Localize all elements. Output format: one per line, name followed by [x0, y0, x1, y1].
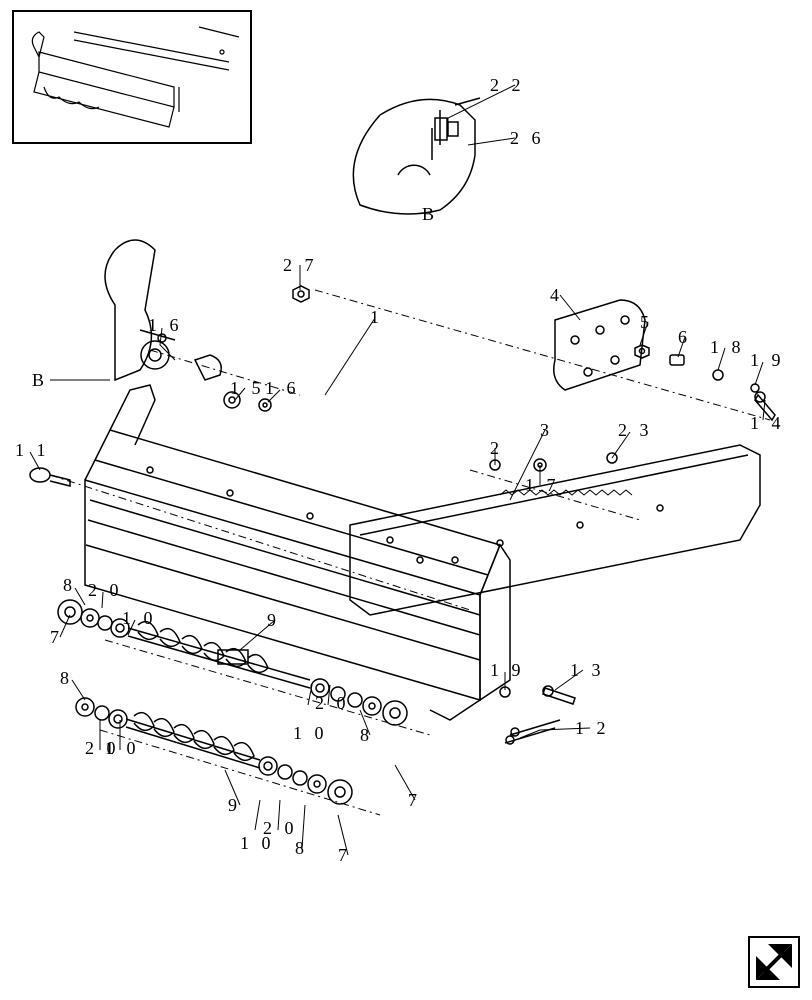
- label-20_a: 2 0: [88, 580, 123, 601]
- label-5: 5: [640, 312, 649, 333]
- label-2: 2: [490, 438, 499, 459]
- label-7_b: 7: [338, 845, 347, 866]
- main-drawing: [0, 0, 812, 1000]
- label-23: 2 3: [618, 420, 653, 441]
- label-B_top: B: [422, 204, 434, 225]
- label-1: 1: [370, 307, 379, 328]
- label-10_a: 1 0: [122, 608, 157, 629]
- label-11: 1 1: [15, 440, 50, 461]
- label-14: 1 4: [750, 413, 785, 434]
- label-19_t: 1 9: [750, 350, 785, 371]
- label-4: 4: [550, 285, 559, 306]
- bottom-right-fasteners: [500, 686, 575, 744]
- label-27: 2 7: [283, 255, 318, 276]
- label-13: 1 3: [570, 660, 605, 681]
- label-15: 1 5: [230, 378, 265, 399]
- label-19_b: 1 9: [490, 660, 525, 681]
- label-6: 6: [678, 327, 687, 348]
- label-8_r: 8: [360, 725, 369, 746]
- label-26: 2 6: [510, 128, 545, 149]
- label-B_side: B: [32, 370, 44, 391]
- auger-upper: [58, 600, 407, 725]
- label-17: 1 7: [525, 475, 560, 496]
- label-8_b: 8: [295, 838, 304, 859]
- label-16_a: 1 6: [148, 315, 183, 336]
- part-27: [293, 286, 309, 302]
- label-9_b: 9: [228, 795, 237, 816]
- label-3: 3: [540, 420, 549, 441]
- label-20_c: 2 0: [315, 693, 350, 714]
- part-11: [30, 468, 70, 486]
- part-3-blade: [350, 445, 760, 615]
- label-16_b: 1 6: [265, 378, 300, 399]
- zoom-icon[interactable]: [748, 936, 800, 988]
- label-9_t: 9: [267, 610, 276, 631]
- label-8_l: 8: [63, 575, 72, 596]
- label-7_l: 7: [50, 627, 59, 648]
- part-4: [554, 300, 645, 390]
- label-22: 2 2: [490, 75, 525, 96]
- label-18: 1 8: [710, 337, 745, 358]
- part-1-main-pan: [85, 240, 510, 720]
- label-8_m: 8: [60, 668, 69, 689]
- label-10_c: 1 0: [293, 723, 328, 744]
- diagram-canvas: BB1234567778888991 01 01 01 01 11 21 31 …: [0, 0, 812, 1000]
- detail-b-top: [353, 98, 480, 214]
- label-20_d: 2 0: [263, 818, 298, 839]
- label-20_b: 2 0: [85, 738, 120, 759]
- label-7_m: 7: [408, 790, 417, 811]
- label-12: 1 2: [575, 718, 610, 739]
